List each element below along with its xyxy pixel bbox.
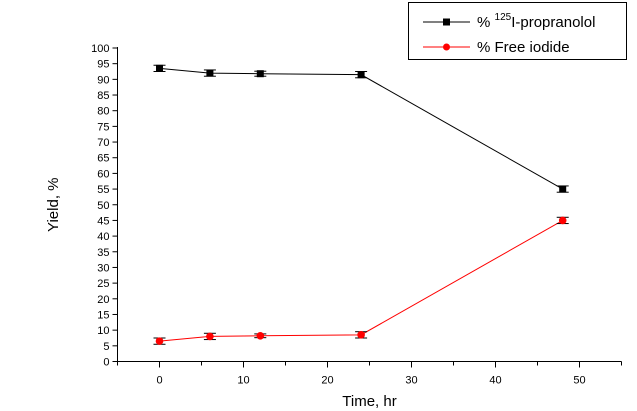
y-tick-label: 65 [97, 153, 109, 165]
data-point [156, 64, 163, 72]
data-point [155, 337, 164, 345]
y-tick-label: 75 [97, 121, 109, 133]
y-tick-label: 80 [97, 106, 109, 118]
data-point [357, 71, 365, 79]
x-tick-label: 30 [405, 375, 417, 387]
data-point [357, 331, 365, 339]
y-tick-label: 50 [97, 200, 109, 212]
y-tick-label: 70 [97, 137, 109, 149]
x-tick-label: 20 [321, 375, 333, 387]
legend: % 125I-propranolol% Free iodide [408, 2, 627, 60]
y-tick-label: 95 [97, 59, 109, 71]
x-tick-label: 50 [573, 375, 585, 387]
data-point [559, 185, 567, 193]
x-axis-title: Time, hr [342, 393, 396, 410]
legend-marker [443, 43, 450, 51]
y-tick-label: 35 [97, 247, 109, 259]
y-tick-label: 100 [91, 43, 109, 55]
y-tick-label: 0 [103, 357, 109, 369]
y-axis-title: Yield, % [45, 178, 62, 232]
data-point [256, 331, 265, 340]
legend-label-rest: I-propranolol [511, 14, 595, 31]
x-tick-label: 0 [156, 375, 162, 387]
legend-label: % Free iodide [477, 39, 570, 56]
y-tick-label: 20 [97, 294, 109, 306]
y-tick-label: 90 [97, 74, 109, 86]
x-tick-label: 10 [237, 375, 249, 387]
y-tick-label: 5 [103, 341, 109, 353]
y-tick-label: 40 [97, 231, 109, 243]
y-tick-label: 85 [97, 90, 109, 102]
y-tick-label: 10 [97, 325, 109, 337]
data-point [256, 70, 264, 78]
y-tick-label: 55 [97, 184, 109, 196]
series-line [159, 219, 563, 342]
data-point [206, 69, 214, 77]
data-point [558, 216, 567, 225]
y-tick-label: 30 [97, 262, 109, 274]
y-tick-label: 25 [97, 278, 109, 290]
y-tick-label: 60 [97, 168, 109, 180]
x-tick-label: 40 [489, 375, 501, 387]
y-tick-label: 45 [97, 215, 109, 227]
legend-marker [443, 18, 450, 26]
y-tick-label: 15 [97, 309, 109, 321]
legend-superscript: 125 [495, 12, 512, 23]
series-line [159, 67, 563, 190]
data-point [206, 332, 214, 341]
